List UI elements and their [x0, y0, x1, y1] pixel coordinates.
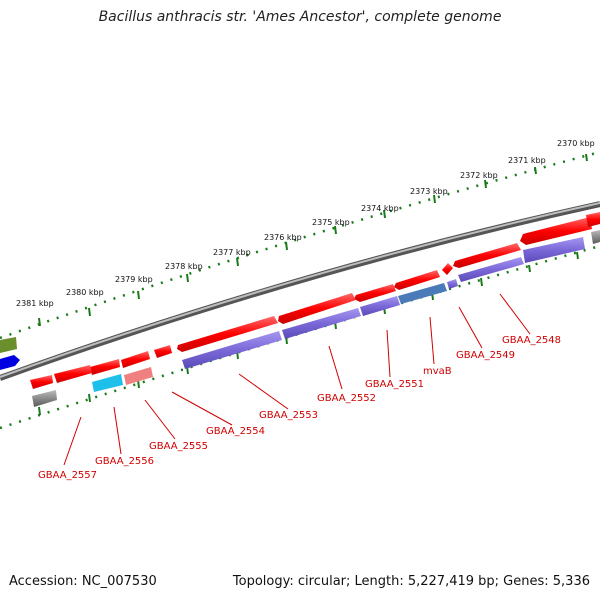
- outer-ruler-ticks: [38, 153, 588, 327]
- partial-feature-green: [0, 337, 17, 353]
- cds-arrow: [30, 375, 53, 389]
- scale-label: 2374 kbp: [361, 204, 399, 213]
- genome-stats-text: Topology: circular; Length: 5,227,419 bp…: [232, 574, 590, 589]
- cds-arrow: [520, 217, 592, 245]
- gene-label: GBAA_2551: [365, 379, 424, 390]
- gene-label: GBAA_2557: [38, 470, 97, 481]
- partial-feature-blue: [0, 355, 20, 370]
- cds-arrow: [121, 351, 150, 368]
- gene-label: mvaB: [423, 366, 452, 377]
- scale-label: 2375 kbp: [312, 218, 350, 227]
- cds-arrow: [586, 212, 600, 227]
- gene-arrow: [32, 390, 57, 407]
- gene-label: GBAA_2552: [317, 393, 376, 404]
- scale-label: 2376 kbp: [264, 233, 302, 242]
- cds-arrow: [354, 284, 396, 302]
- leader-lines: [63, 293, 531, 466]
- gene-label: GBAA_2554: [206, 426, 265, 437]
- cds-arrow: [278, 293, 356, 324]
- gene-arrow: [523, 237, 585, 263]
- scale-label: 2378 kbp: [165, 262, 203, 271]
- scale-label: 2371 kbp: [508, 156, 546, 165]
- outer-ruler: [0, 150, 600, 340]
- cds-arrow: [453, 243, 521, 268]
- gene-label: GBAA_2555: [149, 441, 208, 452]
- gene-arrow: [458, 257, 524, 282]
- gene-arrow: [360, 296, 400, 316]
- gene-arrow: [92, 374, 123, 392]
- gene-label: GBAA_2556: [95, 456, 154, 467]
- gene-label: GBAA_2549: [456, 350, 515, 361]
- cds-arrow: [90, 359, 120, 375]
- scale-label: 2370 kbp: [557, 139, 595, 148]
- cds-arrow: [394, 270, 440, 290]
- scale-label: 2373 kbp: [410, 187, 448, 196]
- scale-label: 2381 kbp: [16, 299, 54, 308]
- scale-label: 2372 kbp: [460, 171, 498, 180]
- gene-label: GBAA_2548: [502, 335, 561, 346]
- accession-text: Accession: NC_007530: [9, 574, 157, 589]
- scale-label: 2377 kbp: [213, 248, 251, 257]
- gene-arrow: [282, 308, 361, 339]
- gene-arrow: [182, 331, 282, 369]
- gene-arrow: [124, 367, 153, 385]
- gene-label: GBAA_2553: [259, 410, 318, 421]
- genome-backbone-highlight: [0, 202, 600, 378]
- cds-arrow: [442, 263, 453, 275]
- scale-label: 2380 kbp: [66, 288, 104, 297]
- gene-arrow: [591, 230, 600, 244]
- cds-arrow: [177, 316, 278, 352]
- map-title: Bacillus anthracis str. 'Ames Ancestor',…: [98, 9, 502, 25]
- gene-arrow: [447, 279, 458, 289]
- cds-arrow: [154, 345, 172, 358]
- scale-label: 2379 kbp: [115, 275, 153, 284]
- cds-arrow: [54, 365, 92, 383]
- gene-arrow: [398, 283, 447, 304]
